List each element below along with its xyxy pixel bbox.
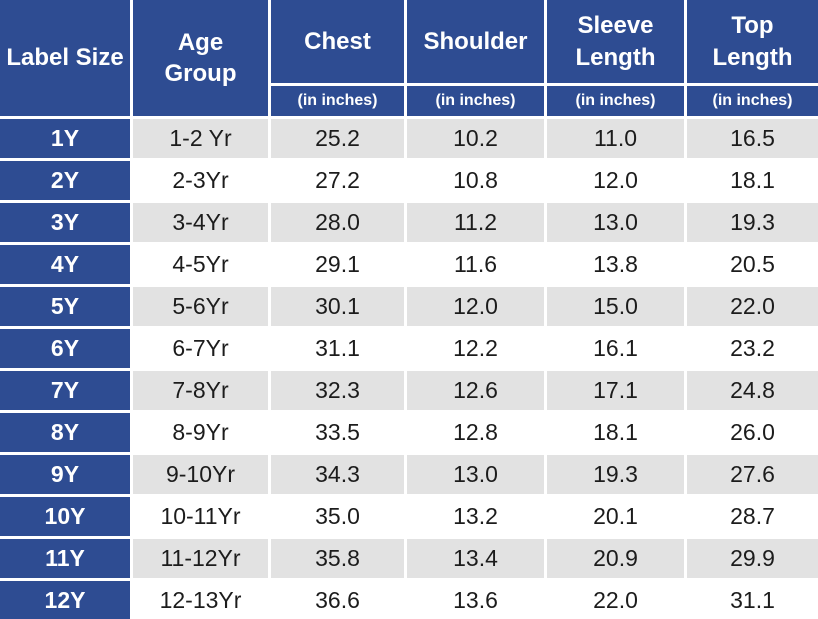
- row-label-cell: 5Y: [0, 287, 133, 330]
- data-cell: 12.0: [407, 287, 547, 330]
- data-cell: 3-4Yr: [133, 203, 271, 246]
- data-cell: 28.0: [271, 203, 407, 246]
- data-cell: 27.2: [271, 161, 407, 204]
- data-cell: 10.2: [407, 119, 547, 162]
- data-cell: 13.2: [407, 497, 547, 540]
- data-cell: 13.8: [547, 245, 687, 288]
- data-cell: 18.1: [687, 161, 818, 204]
- data-cell: 11-12Yr: [133, 539, 271, 582]
- data-cell: 10-11Yr: [133, 497, 271, 540]
- data-cell: 8-9Yr: [133, 413, 271, 456]
- row-label-cell: 3Y: [0, 203, 133, 246]
- row-label-cell: 6Y: [0, 329, 133, 372]
- data-cell: 13.4: [407, 539, 547, 582]
- data-cell: 10.8: [407, 161, 547, 204]
- data-cell: 31.1: [687, 581, 818, 619]
- row-label-cell: 10Y: [0, 497, 133, 540]
- row-label-cell: 12Y: [0, 581, 133, 619]
- row-label-cell: 7Y: [0, 371, 133, 414]
- row-label-cell: 9Y: [0, 455, 133, 498]
- column-header-label-size: Label Size: [0, 0, 133, 119]
- data-cell: 11.6: [407, 245, 547, 288]
- data-cell: 13.0: [407, 455, 547, 498]
- data-cell: 12.8: [407, 413, 547, 456]
- column-header-top-length: Top Length: [687, 0, 818, 86]
- row-label-cell: 8Y: [0, 413, 133, 456]
- data-cell: 20.9: [547, 539, 687, 582]
- row-label-cell: 11Y: [0, 539, 133, 582]
- header-row-units: (in inches) (in inches) (in inches) (in …: [0, 86, 818, 119]
- data-cell: 6-7Yr: [133, 329, 271, 372]
- data-cell: 15.0: [547, 287, 687, 330]
- data-cell: 31.1: [271, 329, 407, 372]
- table-row: 7Y 7-8Yr 32.3 12.6 17.1 24.8: [0, 371, 818, 414]
- table-row: 10Y 10-11Yr 35.0 13.2 20.1 28.7: [0, 497, 818, 540]
- unit-label-shoulder: (in inches): [407, 86, 547, 119]
- unit-label-top-length: (in inches): [687, 86, 818, 119]
- data-cell: 12.2: [407, 329, 547, 372]
- data-cell: 7-8Yr: [133, 371, 271, 414]
- unit-label-chest: (in inches): [271, 86, 407, 119]
- row-label-cell: 4Y: [0, 245, 133, 288]
- data-cell: 12.0: [547, 161, 687, 204]
- unit-label-sleeve-length: (in inches): [547, 86, 687, 119]
- data-cell: 5-6Yr: [133, 287, 271, 330]
- data-cell: 13.0: [547, 203, 687, 246]
- data-cell: 34.3: [271, 455, 407, 498]
- row-label-cell: 2Y: [0, 161, 133, 204]
- data-cell: 33.5: [271, 413, 407, 456]
- data-cell: 29.1: [271, 245, 407, 288]
- column-header-chest: Chest: [271, 0, 407, 86]
- data-cell: 12.6: [407, 371, 547, 414]
- data-cell: 17.1: [547, 371, 687, 414]
- data-cell: 36.6: [271, 581, 407, 619]
- column-header-age-group: Age Group: [133, 0, 271, 119]
- table-body: 1Y 1-2 Yr 25.2 10.2 11.0 16.5 2Y 2-3Yr 27.2 10.8 1…: [0, 119, 818, 619]
- data-cell: 19.3: [547, 455, 687, 498]
- data-cell: 28.7: [687, 497, 818, 540]
- table-row: 11Y 11-12Yr 35.8 13.4 20.9 29.9: [0, 539, 818, 582]
- data-cell: 25.2: [271, 119, 407, 162]
- table-row: 1Y 1-2 Yr 25.2 10.2 11.0 16.5: [0, 119, 818, 162]
- data-cell: 18.1: [547, 413, 687, 456]
- data-cell: 2-3Yr: [133, 161, 271, 204]
- data-cell: 16.1: [547, 329, 687, 372]
- data-cell: 1-2 Yr: [133, 119, 271, 162]
- data-cell: 11.0: [547, 119, 687, 162]
- data-cell: 35.0: [271, 497, 407, 540]
- data-cell: 24.8: [687, 371, 818, 414]
- data-cell: 16.5: [687, 119, 818, 162]
- table-row: 9Y 9-10Yr 34.3 13.0 19.3 27.6: [0, 455, 818, 498]
- table-row: 5Y 5-6Yr 30.1 12.0 15.0 22.0: [0, 287, 818, 330]
- row-label-cell: 1Y: [0, 119, 133, 162]
- data-cell: 13.6: [407, 581, 547, 619]
- data-cell: 19.3: [687, 203, 818, 246]
- data-cell: 23.2: [687, 329, 818, 372]
- table-row: 3Y 3-4Yr 28.0 11.2 13.0 19.3: [0, 203, 818, 246]
- data-cell: 9-10Yr: [133, 455, 271, 498]
- data-cell: 4-5Yr: [133, 245, 271, 288]
- data-cell: 12-13Yr: [133, 581, 271, 619]
- data-cell: 32.3: [271, 371, 407, 414]
- column-header-sleeve-length: Sleeve Length: [547, 0, 687, 86]
- data-cell: 30.1: [271, 287, 407, 330]
- data-cell: 20.1: [547, 497, 687, 540]
- table-row: 2Y 2-3Yr 27.2 10.8 12.0 18.1: [0, 161, 818, 204]
- data-cell: 29.9: [687, 539, 818, 582]
- header-row-main: Label Size Age Group Chest Shoulder Slee…: [0, 0, 818, 119]
- table-row: 12Y 12-13Yr 36.6 13.6 22.0 31.1: [0, 581, 818, 619]
- column-header-shoulder: Shoulder: [407, 0, 547, 86]
- table-row: 8Y 8-9Yr 33.5 12.8 18.1 26.0: [0, 413, 818, 456]
- data-cell: 27.6: [687, 455, 818, 498]
- data-cell: 11.2: [407, 203, 547, 246]
- data-cell: 22.0: [547, 581, 687, 619]
- data-cell: 26.0: [687, 413, 818, 456]
- data-cell: 22.0: [687, 287, 818, 330]
- data-cell: 20.5: [687, 245, 818, 288]
- table-row: 6Y 6-7Yr 31.1 12.2 16.1 23.2: [0, 329, 818, 372]
- table-header: Label Size Age Group Chest Shoulder Slee…: [0, 0, 818, 119]
- table-row: 4Y 4-5Yr 29.1 11.6 13.8 20.5: [0, 245, 818, 288]
- data-cell: 35.8: [271, 539, 407, 582]
